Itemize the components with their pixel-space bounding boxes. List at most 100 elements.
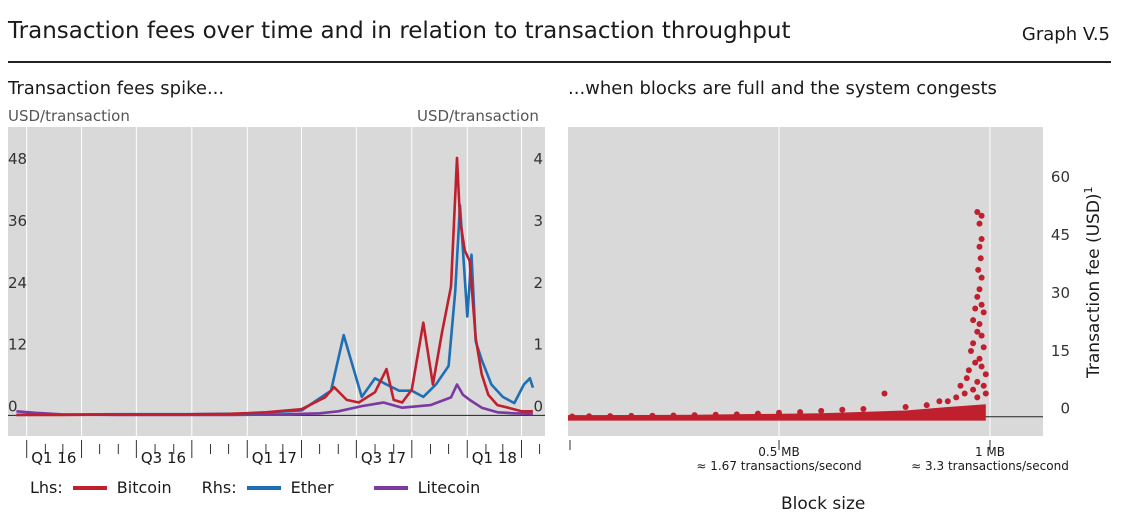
scatter-point [974, 378, 981, 385]
chart-title: Transaction fees over time and in relati… [8, 18, 791, 44]
right-x-tick-label: 1 MB [975, 445, 1005, 459]
scatter-point [980, 344, 987, 351]
legend-label-ether: Ether [290, 478, 334, 497]
left-panel-subtitle: Transaction fees spike... [8, 78, 225, 99]
scatter-point [712, 411, 719, 418]
scatter-point [978, 274, 985, 281]
scatter-point [569, 413, 576, 420]
scatter-point [974, 209, 981, 215]
scatter-point [977, 255, 984, 262]
scatter-point [818, 407, 825, 414]
right-y-tick-label: 15 [1051, 342, 1070, 360]
legend-label-bitcoin: Bitcoin [116, 478, 172, 497]
scatter-point [839, 406, 846, 413]
right-x-tick-sublabel: ≈ 1.67 transactions/second [696, 459, 861, 473]
legend: Lhs: Bitcoin Rhs: Ether Litecoin [30, 478, 510, 497]
left-x-tick-label: Q3 16 [141, 449, 186, 467]
scatter-point [902, 404, 909, 410]
legend-item-litecoin: Litecoin [364, 478, 481, 497]
scatter-point [976, 355, 983, 362]
rhs-tick-label: 1 [533, 336, 543, 354]
right-panel-subtitle: ...when blocks are full and the system c… [568, 78, 997, 99]
scatter-point [628, 412, 635, 419]
scatter-point [976, 220, 983, 227]
graph-id: Graph V.5 [1021, 24, 1110, 45]
scatter-point [586, 413, 593, 420]
lhs-tick-label: 36 [8, 212, 27, 230]
legend-lhs-label: Lhs: [30, 478, 63, 497]
scatter-point [978, 332, 985, 339]
scatter-point [974, 293, 981, 300]
right-y-label-footnote: 1 [1082, 186, 1095, 193]
right-x-tick-label: 0.5 MB [758, 445, 799, 459]
scatter-point [975, 266, 982, 273]
right-scatter-chart: 0.5 MB≈ 1.67 transactions/second 1 MB≈ 3.… [568, 127, 1070, 473]
legend-item-bitcoin: Bitcoin [63, 478, 172, 497]
legend-label-litecoin: Litecoin [417, 478, 481, 497]
lhs-tick-label: 12 [8, 336, 27, 354]
scatter-point [970, 386, 977, 393]
scatter-point [978, 212, 985, 219]
scatter-point [965, 367, 972, 374]
right-y-tick-label: 60 [1051, 168, 1070, 186]
scatter-point [957, 382, 964, 389]
left-x-tick-label: Q1 17 [252, 449, 297, 467]
scatter-point [976, 243, 983, 250]
right-x-tick-sublabel: ≈ 3.3 transactions/second [911, 459, 1069, 473]
legend-swatch-ether [246, 485, 281, 490]
scatter-point [968, 348, 974, 354]
rhs-tick-label: 3 [533, 212, 543, 230]
scatter-point [754, 410, 761, 417]
scatter-point [982, 390, 989, 397]
scatter-point [976, 321, 983, 327]
scatter-point [607, 413, 614, 420]
rhs-tick-label: 4 [533, 150, 543, 168]
legend-swatch-litecoin [373, 485, 408, 490]
scatter-point [881, 390, 888, 397]
scatter-point [970, 340, 977, 347]
scatter-point [733, 411, 740, 418]
scatter-point [936, 398, 943, 405]
scatter-point [953, 394, 960, 401]
scatter-point [978, 363, 985, 370]
scatter-point [797, 409, 804, 416]
scatter-point [776, 409, 782, 416]
rhs-tick-label: 0 [533, 397, 543, 415]
left-x-tick-label: Q1 18 [472, 449, 517, 467]
right-x-axis-title: Block size [781, 494, 866, 514]
scatter-point [860, 406, 867, 412]
lhs-tick-label: 24 [8, 274, 27, 292]
left-x-tick-label: Q1 16 [31, 449, 76, 467]
scatter-point [972, 359, 979, 366]
lhs-unit-label: USD/transaction [8, 107, 130, 125]
scatter-point [980, 309, 987, 316]
scatter-point [961, 390, 968, 397]
scatter-point [974, 394, 981, 401]
series-line-bitcoin [16, 156, 533, 417]
right-y-axis-label: Transaction fee (USD)1 [1082, 186, 1104, 379]
left-x-tick-label: Q3 17 [361, 449, 406, 467]
right-y-tick-label: 45 [1051, 226, 1070, 244]
lhs-tick-label: 48 [8, 150, 27, 168]
rhs-tick-label: 2 [533, 274, 543, 292]
scatter-point [670, 412, 677, 419]
scatter-point [970, 317, 977, 324]
rhs-unit-label: USD/transaction [417, 107, 539, 125]
legend-rhs-label: Rhs: [201, 478, 237, 497]
scatter-point [691, 412, 698, 419]
scatter-point [982, 371, 989, 378]
right-y-tick-label: 30 [1051, 284, 1070, 302]
lhs-tick-label: 0 [8, 397, 18, 415]
scatter-point [649, 412, 656, 419]
scatter-point [944, 398, 951, 405]
scatter-point [963, 375, 970, 382]
right-plot-area [568, 127, 1043, 436]
right-y-label-text: Transaction fee (USD) [1084, 193, 1104, 379]
legend-item-ether: Ether [237, 478, 334, 497]
scatter-point [972, 305, 979, 312]
title-rule [8, 61, 1111, 63]
scatter-point [923, 402, 930, 409]
scatter-point [978, 236, 985, 242]
